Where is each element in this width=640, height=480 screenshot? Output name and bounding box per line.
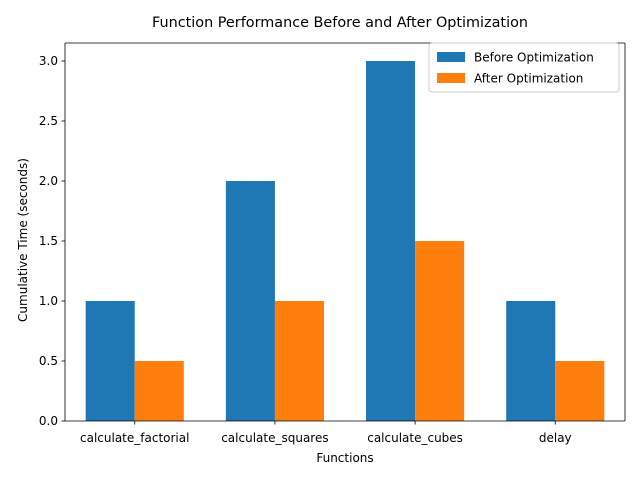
legend-label: After Optimization	[474, 72, 583, 86]
legend: Before Optimization After Optimization	[428, 42, 620, 93]
x-tick-label: delay	[539, 431, 572, 445]
legend-swatch	[437, 73, 465, 83]
legend-label: Before Optimization	[474, 51, 594, 65]
bars-layer	[85, 61, 605, 421]
bar-after-calculate_cubes	[415, 241, 465, 421]
y-tick-label: 2.5	[39, 114, 58, 128]
y-axis-label: Cumulative Time (seconds)	[16, 158, 30, 322]
x-tick-label: calculate_squares	[221, 431, 328, 445]
x-tick-label: calculate_cubes	[367, 431, 463, 445]
bar-before-calculate_cubes	[366, 61, 416, 421]
bar-after-delay	[555, 361, 605, 421]
legend-frame	[428, 42, 620, 93]
bar-before-delay	[506, 301, 556, 421]
y-tick-label: 2.0	[39, 174, 58, 188]
ticks-layer: 0.0 0.5 1.0 1.5 2.0 2.5 3.0 calculate_factorial…	[39, 54, 572, 445]
y-tick-label: 1.0	[39, 294, 58, 308]
y-tick-label: 0.0	[39, 414, 58, 428]
y-tick-label: 3.0	[39, 54, 58, 68]
bar-after-calculate_squares	[274, 301, 324, 421]
x-tick-label: calculate_factorial	[80, 431, 189, 445]
x-axis-label: Functions	[316, 451, 373, 465]
legend-swatch	[437, 52, 465, 62]
y-tick-label: 0.5	[39, 354, 58, 368]
bar-after-calculate_factorial	[134, 361, 184, 421]
bar-before-calculate_factorial	[85, 301, 135, 421]
y-tick-label: 1.5	[39, 234, 58, 248]
bar-before-calculate_squares	[225, 181, 275, 421]
chart-title: Function Performance Before and After Op…	[152, 15, 528, 31]
